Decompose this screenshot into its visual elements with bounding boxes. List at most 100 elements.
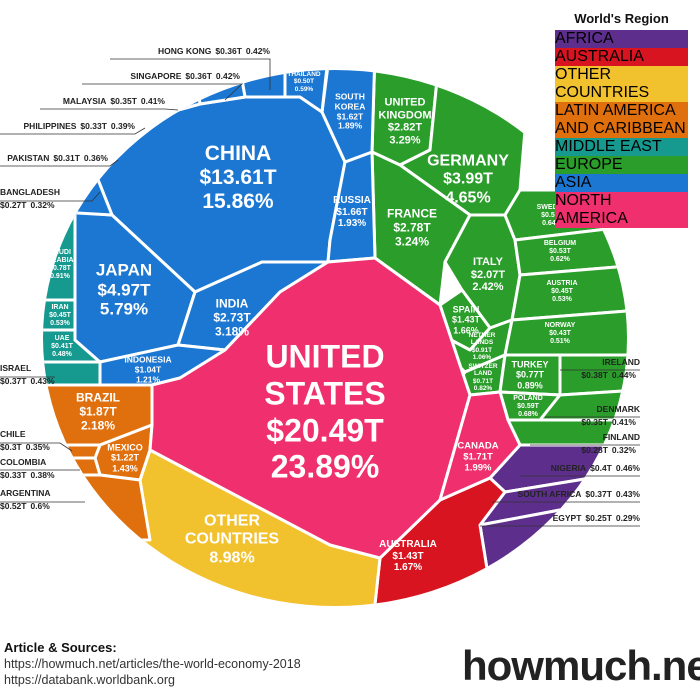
cell-label: AUSTRIA $0.45T 0.53% <box>542 280 582 304</box>
gdp-label: $0.33T <box>0 470 27 480</box>
share-label: 1.67% <box>393 561 423 573</box>
gdp-label: $0.35T <box>581 417 608 427</box>
share-label: 1.06% <box>472 354 492 362</box>
gdp-label: $0.50T <box>293 78 315 86</box>
callout-label: NIGERIA $0.4T 0.46% <box>520 462 640 475</box>
gdp-label: $0.33T <box>80 121 107 131</box>
country-name: PAKISTAN <box>7 153 50 163</box>
gdp-label: $0.25T <box>585 513 612 523</box>
callout-label: SOUTH AFRICA $0.37T 0.43% <box>490 488 640 501</box>
share-label: 0.43% <box>615 489 640 499</box>
callout-label: ARGENTINA $0.52T 0.6% <box>0 487 80 513</box>
share-label: 0.51% <box>550 338 570 346</box>
share-label: 0.46% <box>615 463 640 473</box>
cell-label: INDIA $2.73T 3.18% <box>202 297 262 338</box>
share-label: 0.42% <box>215 71 240 81</box>
country-name: TURKEY <box>511 359 549 370</box>
gdp-label: $0.45T <box>49 311 71 319</box>
cell-label: AUSTRALIA $1.43T 1.67% <box>373 539 443 574</box>
country-name: UNITED KINGDOM <box>378 96 432 122</box>
gdp-label: $0.37T <box>0 376 27 386</box>
cell-label: TURKEY $0.77T 0.89% <box>505 359 555 390</box>
gdp-label: $0.36T <box>215 46 242 56</box>
country-name: AUSTRALIA <box>379 538 437 550</box>
share-label: 3.29% <box>389 134 421 147</box>
country-name: PHILIPPINES <box>23 121 77 131</box>
leader-line <box>40 108 179 111</box>
gdp-label: $0.41T <box>51 342 73 350</box>
legend-title: World's Region <box>574 11 669 26</box>
country-name: BRAZIL <box>76 390 120 405</box>
country-name: MEXICO <box>107 442 143 453</box>
cell-label: RUSSIA $1.66T 1.93% <box>330 195 374 230</box>
callout-label: CHILE $0.3T 0.35% <box>0 428 70 454</box>
logo: howmuch.net <box>462 642 700 689</box>
cell-label: SPAIN $1.43T 1.66% <box>448 304 484 335</box>
gdp-label: $13.61T <box>199 165 277 189</box>
callout-label: ISRAEL $0.37T 0.43% <box>0 362 80 388</box>
callout-label: IRELAND $0.38T 0.44% <box>560 356 640 382</box>
callout-label: DENMARK $0.35T 0.41% <box>560 403 640 429</box>
share-label: 0.36% <box>83 153 108 163</box>
cell-label: GERMANY $3.99T 4.65% <box>423 152 513 207</box>
cell-label: UAE $0.41T 0.48% <box>47 335 77 359</box>
share-label: 2.18% <box>80 417 116 432</box>
cell <box>320 70 377 164</box>
gdp-label: $0.3T <box>0 442 22 452</box>
cell <box>233 70 287 99</box>
gdp-label: $1.87T <box>79 404 117 419</box>
share-label: 1.43% <box>112 463 138 474</box>
cell <box>558 353 627 397</box>
share-label: 0.64% <box>542 220 562 228</box>
country-name: BELGIUM <box>543 239 577 247</box>
country-name: ITALY <box>473 256 503 269</box>
cell-label: THAILAND $0.50T 0.59% <box>286 71 322 93</box>
legend-item: NORTH AMERICA <box>555 192 688 228</box>
country-name: CANADA <box>457 440 499 452</box>
share-label: 23.89% <box>270 448 380 485</box>
country-name: IRAN <box>51 303 69 311</box>
country-name: SOUTH KOREA <box>334 91 366 112</box>
cell <box>278 70 332 114</box>
country-name: GERMANY <box>427 152 509 170</box>
cell <box>503 308 627 357</box>
cell-label: POLAND $0.59T 0.68% <box>508 395 548 419</box>
gdp-label: $1.71T <box>463 451 493 463</box>
source-link[interactable]: https://databank.worldbank.org <box>4 673 175 687</box>
gdp-label: $1.43T <box>392 550 424 562</box>
share-label: 0.6% <box>30 501 50 511</box>
callout-label: FINLAND $0.28T 0.32% <box>560 431 640 457</box>
share-label: 1.93% <box>337 217 367 229</box>
country-name: DENMARK <box>596 404 640 414</box>
cell-label: SOUTH KOREA $1.62T 1.89% <box>327 92 373 131</box>
share-label: 0.32% <box>611 445 636 455</box>
country-name: SWITZER LAND <box>468 363 498 378</box>
share-label: 0.39% <box>110 121 135 131</box>
legend-item: AFRICA <box>555 30 688 48</box>
cell <box>510 263 627 322</box>
gdp-label: $1.66T <box>336 206 368 218</box>
country-name: OTHER COUNTRIES <box>184 512 280 548</box>
gdp-label: $3.99T <box>443 170 493 188</box>
share-label: 15.86% <box>202 190 274 214</box>
legend: World's Region AFRICA AUSTRALIA OTHER COUN… <box>555 8 688 228</box>
gdp-label: $0.31T <box>53 153 80 163</box>
share-label: 0.62% <box>550 256 570 264</box>
gdp-label: $0.55T <box>541 211 563 219</box>
gdp-label: $0.77T <box>515 369 545 380</box>
country-name: BANGLADESH <box>0 187 60 197</box>
source-link[interactable]: https://howmuch.net/articles/the-world-e… <box>4 657 301 671</box>
share-label: 0.53% <box>50 320 70 328</box>
gdp-label: $2.78T <box>393 220 431 235</box>
gdp-label: $1.62T <box>336 111 364 121</box>
cell-label: ITALY $2.07T 2.42% <box>464 256 512 294</box>
cell <box>438 390 522 502</box>
cell-label: MEXICO $1.22T 1.43% <box>100 442 150 473</box>
country-name: COLOMBIA <box>0 457 47 467</box>
country-name: NETHER LANDS <box>468 332 496 347</box>
share-label: 0.68% <box>518 411 538 419</box>
callout-label: BANGLADESH $0.27T 0.32% <box>0 186 90 212</box>
leader-line <box>0 127 146 135</box>
